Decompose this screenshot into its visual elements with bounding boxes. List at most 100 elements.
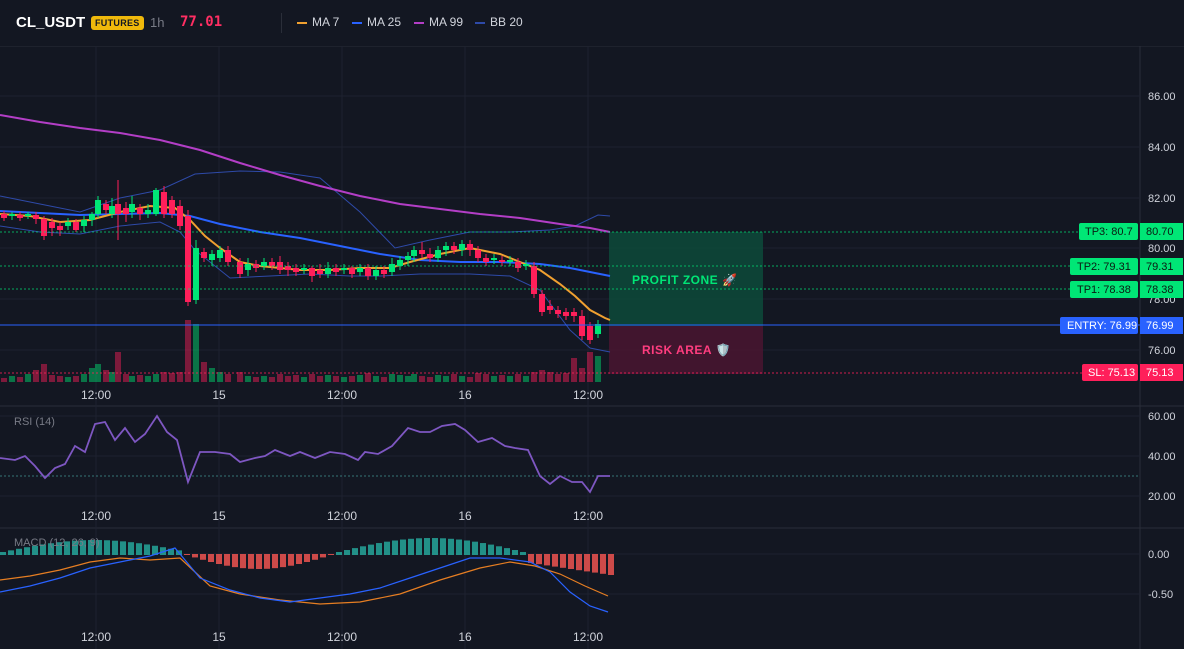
volume-bar (443, 376, 449, 382)
ma99-line[interactable] (0, 114, 611, 233)
price-tick: 84.00 (1148, 142, 1176, 154)
tp1-value: 78.38 (1146, 284, 1174, 296)
candle-body (571, 312, 577, 316)
macd-hist-bar (496, 546, 502, 555)
macd-hist-bar (384, 541, 390, 555)
candle-body (389, 264, 395, 272)
macd-hist-bar (424, 538, 430, 555)
ma25-swatch-icon (352, 21, 362, 24)
volume-bar (555, 374, 561, 382)
volume-bar (201, 362, 207, 382)
legend-ma7-label: MA 7 (312, 15, 340, 29)
volume-bar (451, 374, 457, 382)
macd-hist-bar (312, 554, 318, 560)
candle-body (153, 190, 159, 214)
volume-bar (123, 374, 129, 382)
macd-hist-bar (112, 540, 118, 555)
candle-body (349, 268, 355, 274)
symbol-name[interactable]: CL_USDT (16, 14, 86, 31)
volume-bar (237, 372, 243, 382)
time-tick: 12:00 (327, 388, 357, 402)
macd-hist-bar (200, 554, 206, 560)
volume-bar (405, 376, 411, 382)
candle-body (293, 268, 299, 272)
volume-bar (49, 375, 55, 382)
volume-bar (373, 376, 379, 382)
legend-ma7[interactable]: MA 7 (297, 15, 339, 29)
volume-bar (389, 374, 395, 382)
volume-bar (253, 377, 259, 382)
macd-hist-bar (232, 554, 238, 568)
candle-body (405, 256, 411, 260)
macd-hist-bar (440, 538, 446, 555)
macd-axis: 0.00 -0.50 (1148, 549, 1173, 601)
candle-body (201, 252, 207, 258)
candle-body (341, 268, 347, 270)
macd-hist-bar (392, 540, 398, 555)
macd-hist-bar (520, 551, 526, 555)
candle-body (547, 306, 553, 310)
rsi-line[interactable] (0, 414, 610, 494)
candle-body (9, 214, 15, 216)
volume-bar (419, 376, 425, 382)
candle-body (103, 204, 109, 210)
macd-hist-bar (32, 545, 38, 555)
profit-zone-label: PROFIT ZONE 🚀 (632, 273, 737, 287)
candle-body (237, 262, 243, 274)
macd-hist-bar (264, 554, 270, 569)
volume-bar (547, 372, 553, 382)
macd-hist-bar (40, 544, 46, 555)
candle-body (515, 262, 521, 268)
time-tick: 15 (212, 509, 226, 523)
candle-body (475, 250, 481, 258)
macd-hist-bar (504, 548, 510, 555)
profit-zone[interactable] (609, 232, 763, 326)
candle-body (25, 214, 31, 216)
candle-body (49, 222, 55, 228)
candle-body (539, 294, 545, 312)
chart-header: CL_USDT FUTURES 1h 77.01 MA 7 MA 25 MA 9… (0, 0, 1184, 47)
candle-body (17, 215, 23, 218)
candle-body (381, 270, 387, 274)
macd-hist-bar (560, 554, 566, 568)
macd-hist-bar (336, 551, 342, 555)
tp3-tag: TP3: 80.7 (1085, 226, 1133, 238)
candle-body (595, 324, 601, 334)
candle-body (411, 250, 417, 256)
volume-bar (531, 372, 537, 382)
legend-ma25-label: MA 25 (367, 15, 402, 29)
volume-bar (245, 376, 251, 382)
candle-body (467, 244, 473, 250)
candle-body (483, 258, 489, 262)
candle-body (309, 268, 315, 276)
volume-bar (435, 375, 441, 382)
candle-body (317, 270, 323, 274)
time-tick: 15 (212, 630, 226, 644)
candle-body (523, 264, 529, 266)
risk-area[interactable] (609, 326, 763, 374)
tp2-tag: TP2: 79.31 (1077, 261, 1131, 273)
volume-bar (381, 377, 387, 382)
macd-hist-bar (512, 550, 518, 555)
candle-body (587, 326, 593, 340)
candle-body (109, 206, 115, 214)
macd-hist-bar (208, 554, 214, 562)
volume-bar (475, 373, 481, 382)
candle-body (325, 268, 331, 274)
volume-bar (411, 374, 417, 382)
timeframe-label[interactable]: 1h (150, 15, 165, 30)
tp1-tag-bg (1070, 281, 1138, 298)
legend-ma25[interactable]: MA 25 (352, 15, 401, 29)
volume-bar (427, 377, 433, 382)
macd-hist-bar (272, 554, 278, 569)
volume-bar (579, 368, 585, 382)
volume-bar (333, 376, 339, 382)
macd-hist-bar (128, 542, 134, 555)
legend-bb20[interactable]: BB 20 (475, 15, 523, 29)
legend-ma99[interactable]: MA 99 (414, 15, 463, 29)
candle-body (373, 270, 379, 276)
candlesticks[interactable] (1, 180, 601, 344)
candle-body (555, 310, 561, 314)
macd-hist-bar (448, 538, 454, 555)
